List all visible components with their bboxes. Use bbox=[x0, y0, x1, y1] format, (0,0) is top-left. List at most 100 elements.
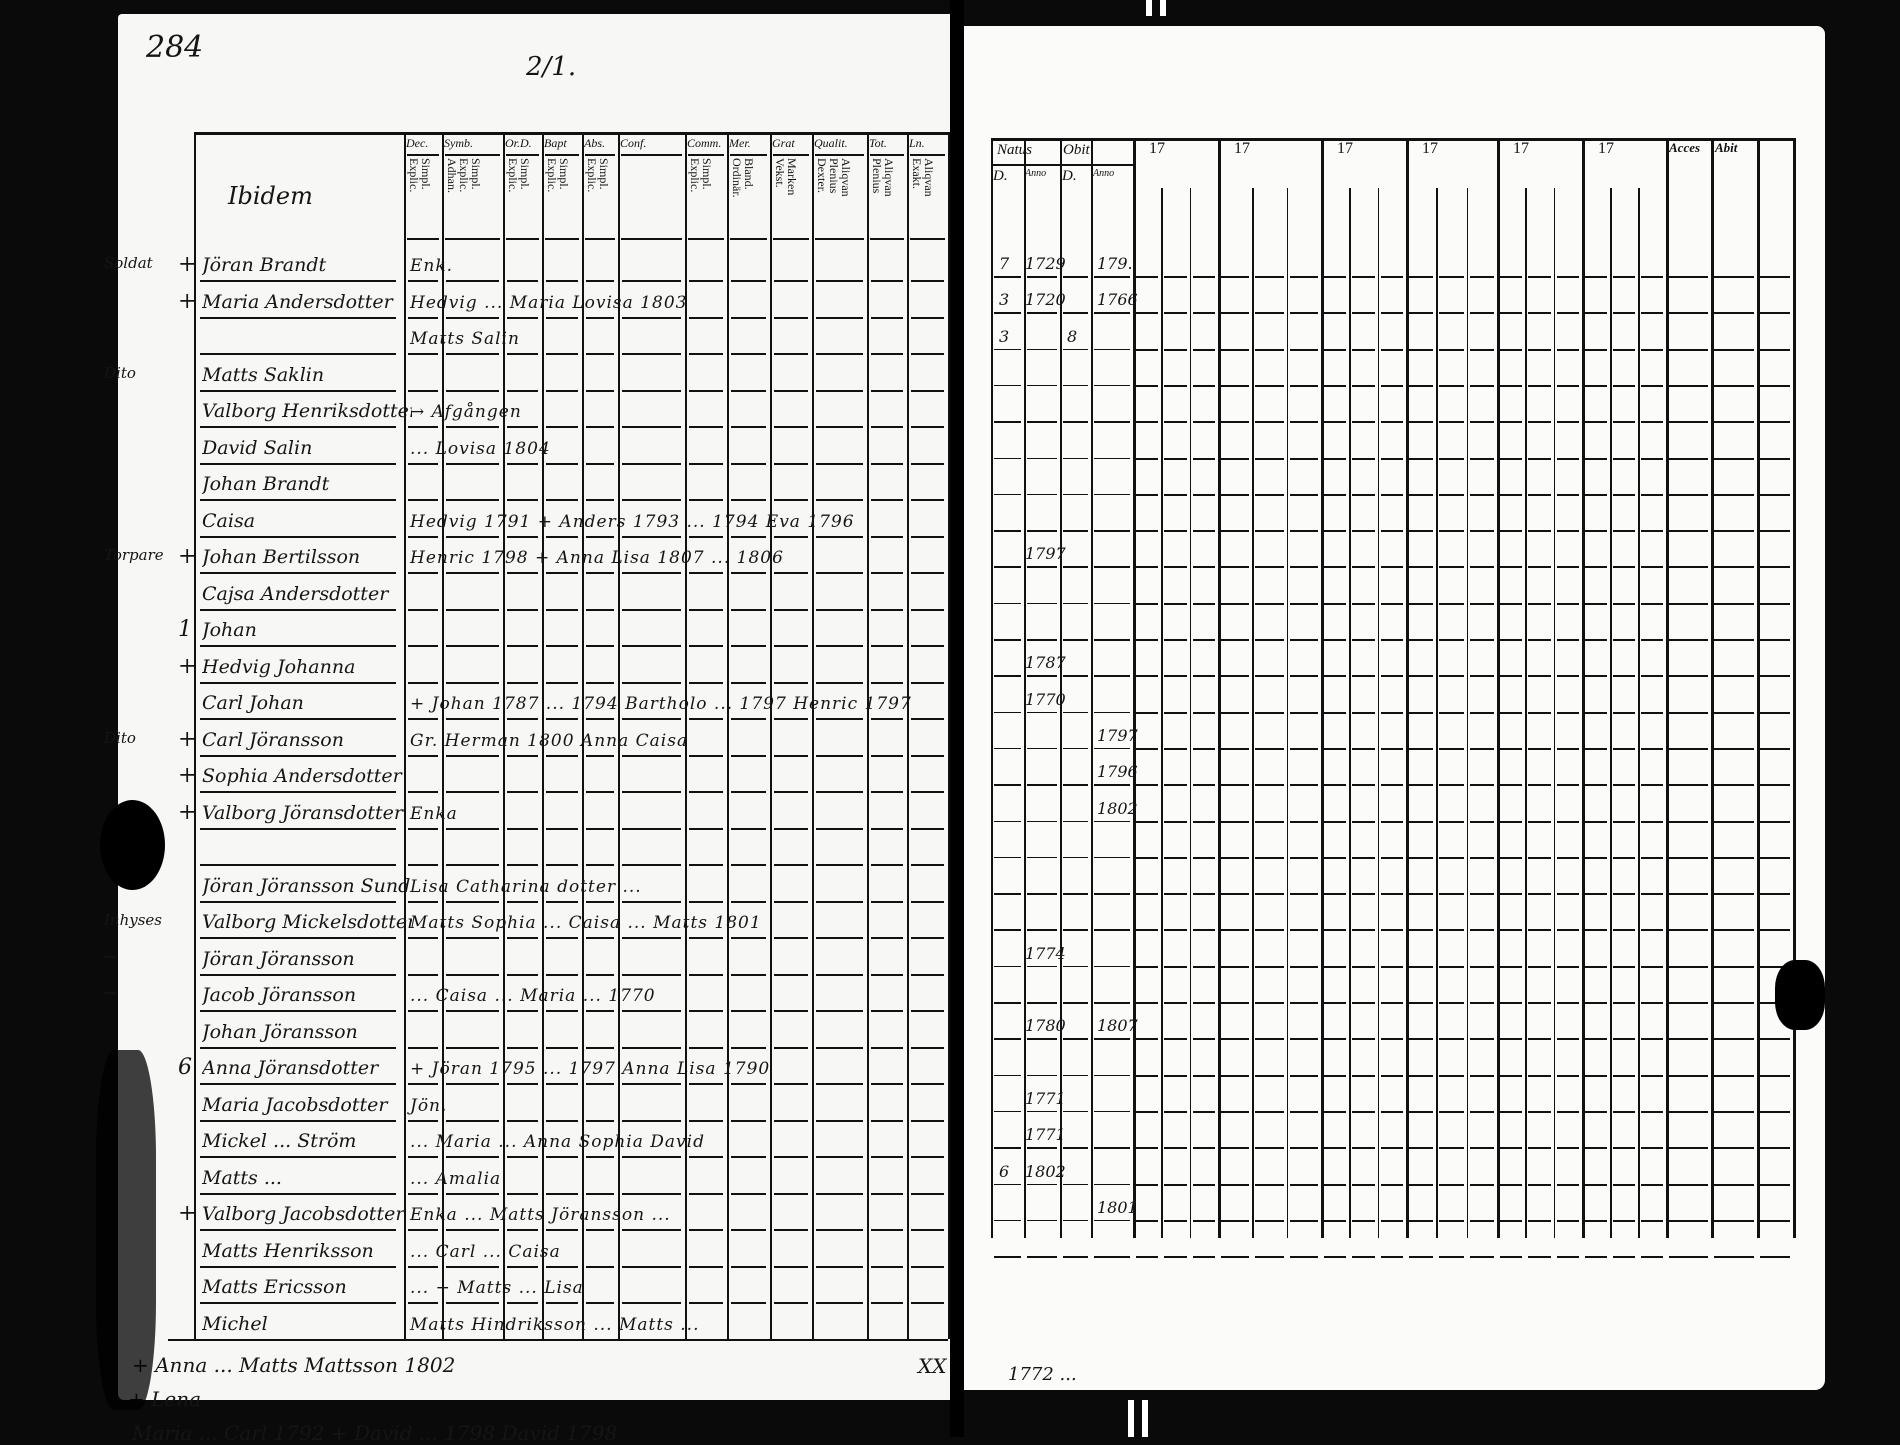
row-dash bbox=[911, 1302, 944, 1304]
row-dash bbox=[774, 1046, 808, 1049]
row-dash bbox=[622, 499, 681, 501]
row-dash bbox=[1352, 929, 1375, 932]
row-dash bbox=[1063, 784, 1088, 786]
name-column-header: Ibidem bbox=[228, 182, 313, 210]
row-dash bbox=[586, 1338, 614, 1341]
row-dash bbox=[622, 389, 681, 392]
row-dash bbox=[774, 572, 808, 574]
row-dash bbox=[1760, 929, 1790, 932]
row-mark: + bbox=[178, 653, 197, 679]
row-dash bbox=[1192, 1183, 1215, 1186]
row-dash bbox=[1641, 384, 1663, 387]
row-dash bbox=[1192, 566, 1215, 569]
row-dash bbox=[1641, 1256, 1663, 1259]
binding-mark-top bbox=[1146, 0, 1152, 16]
row-dash bbox=[1500, 747, 1523, 750]
row-dash bbox=[1439, 1002, 1464, 1004]
name-underline bbox=[200, 1119, 396, 1122]
row-dash bbox=[1221, 856, 1250, 859]
row-dash bbox=[1409, 493, 1434, 496]
row-dash bbox=[1094, 421, 1130, 423]
row-dash bbox=[731, 1265, 766, 1268]
row-dash bbox=[1221, 384, 1250, 387]
row-dash bbox=[408, 1229, 438, 1231]
row-dash bbox=[911, 1338, 944, 1341]
row-dash bbox=[1324, 820, 1347, 823]
row-dash bbox=[1380, 421, 1403, 424]
row-dash bbox=[1409, 602, 1434, 605]
row-dash bbox=[871, 937, 903, 939]
row-dash bbox=[1164, 1183, 1187, 1186]
row-dash bbox=[1669, 856, 1708, 859]
row-dash bbox=[1221, 965, 1250, 968]
row-dash bbox=[1714, 893, 1754, 896]
row-dash bbox=[1641, 929, 1663, 932]
row-dash bbox=[586, 535, 614, 538]
row-dash bbox=[1255, 1002, 1284, 1004]
table-top-rule bbox=[194, 132, 948, 135]
column-subheader: Explic. bbox=[506, 158, 520, 193]
header-rule bbox=[506, 238, 539, 240]
row-dash bbox=[689, 1119, 723, 1122]
row-dash bbox=[1500, 457, 1523, 460]
row-dash bbox=[1289, 421, 1318, 424]
row-dash bbox=[731, 827, 766, 830]
column-rule bbox=[442, 132, 444, 1339]
row-dash bbox=[586, 645, 614, 647]
row-dash bbox=[731, 1302, 766, 1304]
column-subheader: Explic. bbox=[457, 158, 471, 193]
column-header-1: Symb. bbox=[444, 136, 473, 150]
row-dash bbox=[1641, 421, 1663, 424]
name-underline bbox=[200, 718, 396, 720]
header-rule bbox=[773, 154, 809, 156]
row-dash bbox=[1192, 1147, 1215, 1150]
row-dash bbox=[1289, 348, 1318, 351]
row-dash bbox=[1063, 675, 1088, 677]
row-dash bbox=[1585, 639, 1607, 641]
row-dash bbox=[1469, 965, 1494, 968]
row-dash bbox=[1528, 276, 1551, 278]
row-dash bbox=[774, 1156, 808, 1158]
row-dash bbox=[446, 535, 499, 538]
row-dash bbox=[1094, 384, 1130, 387]
row-dash bbox=[1469, 929, 1494, 932]
row-dash bbox=[774, 681, 808, 684]
row-dash bbox=[1714, 421, 1754, 424]
row-dash bbox=[507, 316, 538, 319]
row-dash bbox=[408, 462, 438, 465]
row-dash bbox=[1380, 965, 1403, 968]
row-dash bbox=[1439, 1147, 1464, 1150]
row-dash bbox=[731, 718, 766, 720]
row-name: Jöran Jöransson bbox=[202, 947, 355, 970]
row-dash bbox=[1585, 784, 1607, 787]
column-header-10: Tot. bbox=[869, 136, 887, 150]
row-dash bbox=[1289, 1219, 1318, 1222]
row-dash bbox=[994, 820, 1021, 822]
row-dash bbox=[1164, 1038, 1187, 1041]
row-dash bbox=[408, 1156, 438, 1158]
row-dash bbox=[816, 1229, 863, 1231]
column-subheader: Exakt. bbox=[910, 158, 924, 189]
row-dash bbox=[1500, 675, 1523, 678]
column-rule bbox=[1321, 138, 1324, 1239]
column-rule bbox=[1091, 138, 1093, 1239]
row-dash bbox=[1556, 711, 1579, 714]
row-dash bbox=[1556, 929, 1579, 932]
row-dash bbox=[1500, 893, 1523, 896]
row-dash bbox=[1255, 711, 1284, 714]
row-dash bbox=[1027, 893, 1057, 895]
row-dash bbox=[689, 937, 723, 939]
row-dash bbox=[546, 791, 578, 793]
row-dash bbox=[911, 681, 944, 684]
row-dash bbox=[1439, 856, 1464, 859]
row-dash bbox=[1469, 493, 1494, 496]
row-dash bbox=[586, 1302, 614, 1304]
row-dash bbox=[1192, 457, 1215, 460]
row-dash bbox=[1641, 348, 1663, 351]
row-dash bbox=[1469, 1256, 1494, 1259]
row-dash bbox=[1585, 929, 1607, 932]
name-underline bbox=[200, 1192, 396, 1195]
row-dash bbox=[507, 864, 538, 866]
row-dash bbox=[1556, 566, 1579, 569]
header-rule bbox=[445, 154, 500, 156]
